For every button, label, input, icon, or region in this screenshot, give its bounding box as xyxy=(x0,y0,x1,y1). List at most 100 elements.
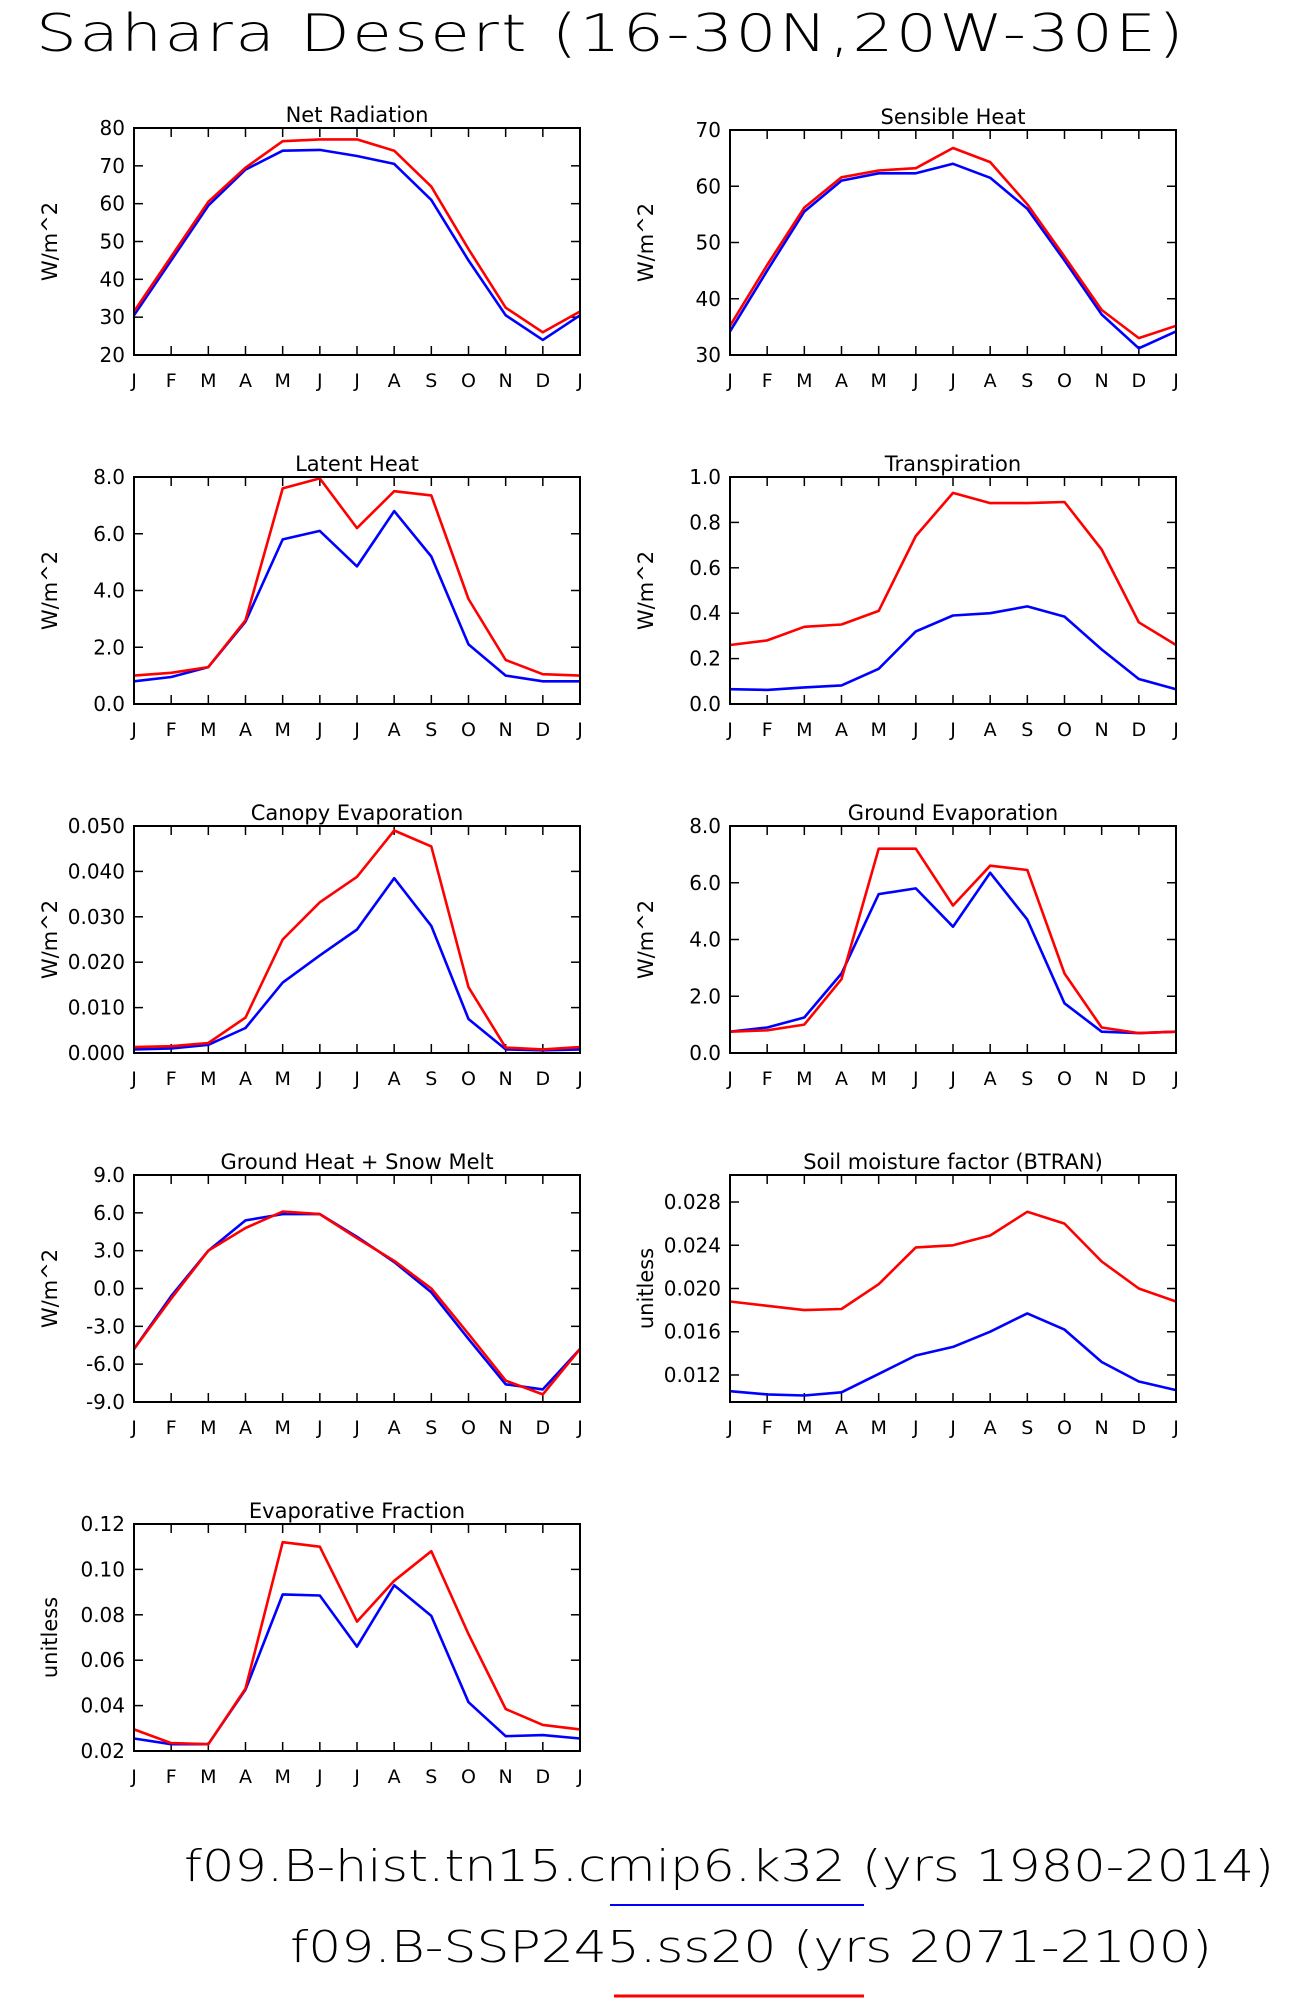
x-tick-label: J xyxy=(353,1766,360,1788)
y-tick-label: 0.06 xyxy=(80,1648,125,1672)
plot-frame xyxy=(729,1174,1177,1403)
x-tick-label: J xyxy=(1172,370,1179,392)
x-tick-label: J xyxy=(949,370,956,392)
x-tick-label: J xyxy=(576,1068,583,1090)
chart-title: Ground Heat + Snow Melt xyxy=(220,1150,493,1174)
x-tick-label: S xyxy=(425,1417,437,1439)
x-tick-label: M xyxy=(200,719,216,741)
y-axis-label: W/m^2 xyxy=(634,551,658,630)
x-tick-label: A xyxy=(984,1417,997,1439)
y-axis-label: W/m^2 xyxy=(634,900,658,979)
x-tick-label: A xyxy=(984,719,997,741)
x-tick-label: J xyxy=(130,1068,137,1090)
y-axis-label: W/m^2 xyxy=(634,203,658,282)
x-tick-label: N xyxy=(1095,719,1109,741)
chart-title: Soil moisture factor (BTRAN) xyxy=(803,1150,1103,1174)
y-tick-label: 0.04 xyxy=(80,1694,125,1718)
x-tick-label: F xyxy=(166,1417,177,1439)
x-tick-label: M xyxy=(796,1068,812,1090)
x-tick-label: A xyxy=(239,1766,252,1788)
x-tick-label: J xyxy=(353,1068,360,1090)
y-tick-label: 0.040 xyxy=(68,859,125,883)
series-line-ssp xyxy=(729,1210,1177,1312)
x-tick-label: F xyxy=(762,1417,773,1439)
y-tick-label: 60 xyxy=(696,174,721,198)
x-tick-label: N xyxy=(499,370,513,392)
x-tick-label: A xyxy=(239,370,252,392)
y-tick-label: 70 xyxy=(100,154,125,178)
y-tick-label: 0.024 xyxy=(664,1233,721,1257)
x-tick-label: S xyxy=(1021,1068,1033,1090)
x-tick-label: J xyxy=(130,1417,137,1439)
x-tick-label: F xyxy=(166,370,177,392)
y-tick-label: 1.0 xyxy=(689,465,721,489)
x-tick-label: J xyxy=(576,719,583,741)
x-tick-label: J xyxy=(912,1068,919,1090)
plot-frame xyxy=(729,476,1177,705)
x-tick-label: M xyxy=(870,1417,886,1439)
x-tick-label: J xyxy=(316,370,323,392)
chart-canopy-evaporation: Canopy Evaporation W/m^2 0.000 0.010 0.020 0.… xyxy=(38,801,583,1090)
x-tick-label: O xyxy=(1057,719,1072,741)
y-tick-label: 0.08 xyxy=(80,1603,125,1627)
x-tick-label: J xyxy=(912,1417,919,1439)
x-tick-label: N xyxy=(1095,370,1109,392)
y-tick-label: 0.028 xyxy=(664,1190,721,1214)
x-tick-label: J xyxy=(726,370,733,392)
x-tick-label: M xyxy=(870,370,886,392)
y-tick-label: 3.0 xyxy=(93,1239,125,1263)
x-tick-label: A xyxy=(835,370,848,392)
x-tick-label: J xyxy=(1172,1068,1179,1090)
x-tick-label: D xyxy=(536,370,551,392)
y-tick-label: 0.000 xyxy=(68,1041,125,1065)
x-tick-label: J xyxy=(949,1417,956,1439)
x-tick-label: F xyxy=(762,1068,773,1090)
x-tick-label: A xyxy=(984,1068,997,1090)
plot-frame xyxy=(133,476,581,705)
y-tick-label: 80 xyxy=(100,116,125,140)
x-tick-label: N xyxy=(499,1766,513,1788)
x-tick-label: D xyxy=(1132,1417,1147,1439)
y-tick-label: 0.030 xyxy=(68,905,125,929)
x-tick-label: M xyxy=(870,719,886,741)
y-tick-label: -3.0 xyxy=(86,1314,125,1338)
legend: f09.B-hist.tn15.cmip6.k32 (yrs 1980-2014… xyxy=(184,1841,1274,1998)
y-tick-label: 0.02 xyxy=(80,1739,125,1763)
x-tick-label: J xyxy=(130,370,137,392)
y-tick-label: 0.016 xyxy=(664,1320,721,1344)
y-tick-label: 0.4 xyxy=(689,601,721,625)
y-tick-label: 2.0 xyxy=(689,984,721,1008)
y-tick-label: 0.020 xyxy=(664,1277,721,1301)
x-tick-label: A xyxy=(835,1417,848,1439)
y-tick-label: 0.8 xyxy=(689,510,721,534)
series-line-ssp xyxy=(729,491,1177,647)
x-tick-label: A xyxy=(388,719,401,741)
chart-title: Latent Heat xyxy=(295,452,419,476)
y-tick-label: 0.0 xyxy=(93,692,125,716)
x-tick-label: J xyxy=(949,719,956,741)
y-tick-label: 6.0 xyxy=(93,1201,125,1225)
y-tick-label: 50 xyxy=(696,231,721,255)
x-tick-label: A xyxy=(835,1068,848,1090)
x-tick-label: F xyxy=(166,719,177,741)
x-tick-label: D xyxy=(536,1417,551,1439)
chart-title: Net Radiation xyxy=(286,103,429,127)
series-line-hist xyxy=(133,876,581,1052)
x-tick-label: J xyxy=(726,719,733,741)
series-line-ssp xyxy=(132,1210,582,1396)
y-tick-label: 6.0 xyxy=(93,522,125,546)
y-tick-label: 60 xyxy=(100,192,125,216)
x-tick-label: O xyxy=(1057,1417,1072,1439)
chart-title: Evaporative Fraction xyxy=(249,1499,465,1523)
y-tick-label: 0.020 xyxy=(68,950,125,974)
y-tick-label: 9.0 xyxy=(93,1163,125,1187)
y-tick-label: 0.0 xyxy=(689,1041,721,1065)
x-tick-label: J xyxy=(353,1417,360,1439)
series-line-ssp xyxy=(132,138,581,334)
x-tick-label: D xyxy=(536,1766,551,1788)
x-tick-label: A xyxy=(239,719,252,741)
series-line-hist xyxy=(133,1584,581,1746)
x-tick-label: F xyxy=(166,1766,177,1788)
